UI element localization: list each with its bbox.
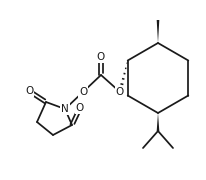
Text: O: O xyxy=(115,87,124,97)
Text: O: O xyxy=(76,103,84,113)
Text: O: O xyxy=(78,87,87,97)
Text: O: O xyxy=(96,52,105,62)
Text: O: O xyxy=(78,87,87,97)
Text: O: O xyxy=(96,52,105,62)
Text: O: O xyxy=(76,103,84,113)
Polygon shape xyxy=(156,113,159,131)
Text: N: N xyxy=(61,104,69,114)
Text: O: O xyxy=(115,87,124,97)
Text: N: N xyxy=(61,104,69,114)
Text: O: O xyxy=(25,86,33,96)
Text: O: O xyxy=(25,86,33,96)
Polygon shape xyxy=(156,20,159,43)
